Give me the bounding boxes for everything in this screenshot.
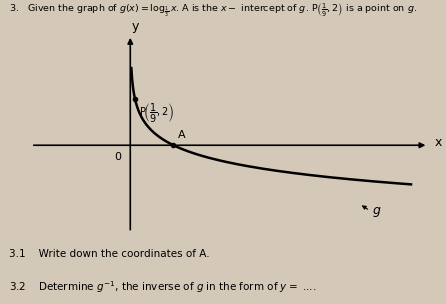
Text: P$\!\left(\dfrac{1}{9},2\right)$: P$\!\left(\dfrac{1}{9},2\right)$ [140, 102, 175, 125]
Text: 3.   Given the graph of $g(x) = \log_{\frac{1}{3}} x$. A is the $x -$ intercept : 3. Given the graph of $g(x) = \log_{\fra… [9, 2, 417, 19]
Text: 3.2    Determine $g^{-1}$, the inverse of $g$ in the form of $y =$ ....: 3.2 Determine $g^{-1}$, the inverse of $… [9, 280, 316, 295]
Text: y: y [132, 20, 139, 33]
Text: 3.1    Write down the coordinates of A.: 3.1 Write down the coordinates of A. [9, 249, 210, 259]
Text: x: x [435, 136, 442, 150]
Text: $g$: $g$ [372, 205, 382, 219]
Text: 0: 0 [115, 152, 122, 162]
Text: A: A [178, 130, 186, 140]
